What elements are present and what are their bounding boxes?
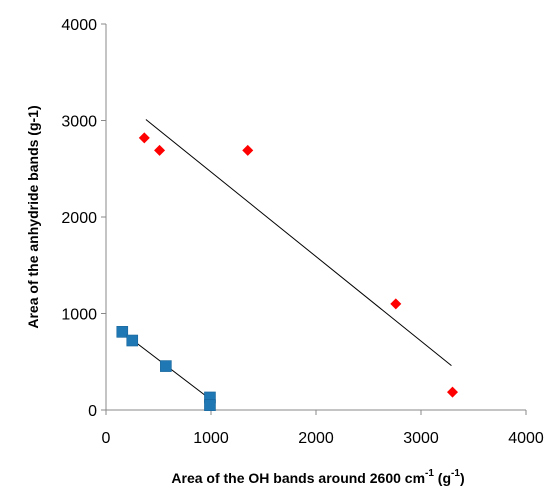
- data-point-square: [126, 334, 139, 347]
- data-point-diamond: [138, 132, 150, 144]
- y-tick-label: 2000: [61, 210, 97, 227]
- x-tick-label: 2000: [298, 430, 334, 447]
- data-point-diamond: [447, 386, 458, 398]
- x-tick-label: 4000: [508, 430, 544, 447]
- data-points: [116, 132, 458, 411]
- data-point-square: [160, 360, 172, 372]
- y-tick-label: 4000: [61, 17, 97, 34]
- tick-labels: 0 1000 2000 3000 4000 0 1000 2000 3000 4000: [61, 17, 543, 447]
- y-axis-title: Area of the anhydride bands (g-1): [25, 105, 41, 328]
- data-point-square: [116, 326, 129, 338]
- x-tick-label: 3000: [403, 430, 439, 447]
- x-axis-title: Area of the OH bands around 2600 cm-1 (g…: [171, 468, 464, 486]
- data-point-diamond: [390, 298, 402, 310]
- ticks: [101, 23, 527, 415]
- x-tick-label: 1000: [193, 430, 229, 447]
- data-point-square: [204, 399, 216, 411]
- data-point-diamond: [242, 144, 254, 156]
- trendline-series-1: [145, 119, 452, 366]
- x-tick-label: 0: [102, 430, 111, 447]
- axes: [105, 24, 526, 411]
- y-tick-label: 0: [88, 403, 97, 420]
- trendlines: [124, 119, 452, 400]
- y-tick-label: 1000: [61, 307, 97, 324]
- data-point-diamond: [154, 144, 166, 156]
- y-tick-label: 3000: [61, 114, 97, 131]
